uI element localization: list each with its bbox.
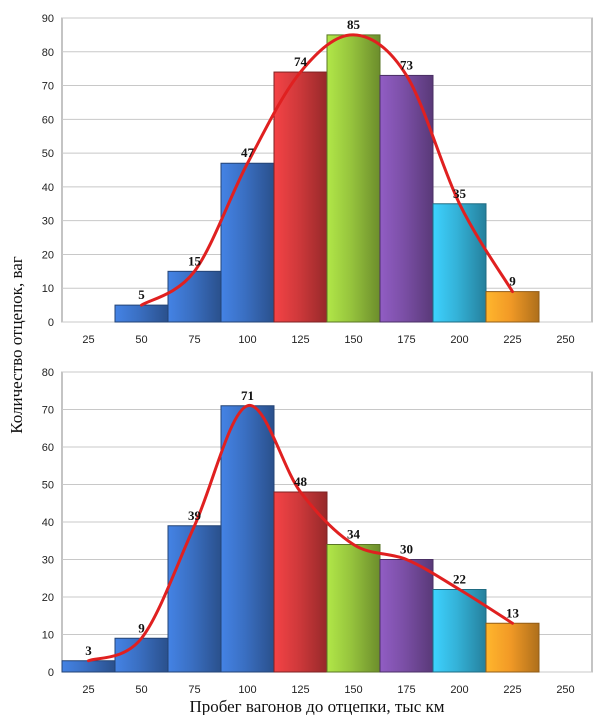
bar-value-label: 5 [138,287,145,302]
histogram-bar [220,162,275,323]
histogram-bar [114,304,169,323]
bar-value-label: 13 [506,605,520,620]
bar-value-label: 9 [509,274,516,289]
histogram-bar [220,405,275,673]
histogram-bar [167,525,222,673]
bar-value-label: 47 [241,145,255,160]
histogram-bar [114,637,169,673]
y-tick-label: 30 [42,216,54,228]
histogram-bar [485,291,540,323]
y-tick-label: 50 [42,480,54,492]
histogram-bar [326,34,381,323]
bar-value-label: 15 [188,253,202,268]
y-tick-label: 10 [42,630,54,642]
bar-value-label: 74 [294,54,308,69]
x-tick-label: 150 [344,684,362,696]
y-tick-label: 0 [48,317,54,329]
bar-value-label: 73 [400,57,414,72]
bar-value-label: 35 [453,186,467,201]
y-tick-label: 80 [42,47,54,59]
y-tick-label: 40 [42,517,54,529]
histogram-bar [485,622,540,673]
x-tick-label: 125 [291,334,309,346]
y-tick-label: 60 [42,442,54,454]
top-histogram: 0 10 20 30 40 50 60 70 80 90 25 50 75 100 125 150 175 200… [42,13,593,346]
histogram-bar [273,491,328,673]
y-tick-label: 90 [42,13,54,25]
bar-value-label: 3 [85,643,92,658]
bar-value-label: 71 [241,388,254,403]
x-tick-label: 175 [397,334,415,346]
bar-value-label: 9 [138,620,145,635]
y-tick-label: 20 [42,249,54,261]
x-tick-label: 200 [450,684,468,696]
bar-value-label: 34 [347,527,361,542]
x-tick-label: 200 [450,334,468,346]
y-tick-label: 0 [48,667,54,679]
x-tick-label: 50 [135,684,147,696]
y-axis-title: Количество отцепок, ваг [7,256,26,434]
distribution-curve [87,404,514,663]
bar-value-label: 85 [347,17,361,32]
x-tick-label: 75 [188,684,200,696]
x-tick-label: 125 [291,684,309,696]
distribution-curve [140,33,514,307]
x-tick-label: 50 [135,334,147,346]
histogram-bar [326,544,381,673]
x-tick-label: 175 [397,684,415,696]
bar-value-label: 48 [294,474,308,489]
y-tick-label: 40 [42,182,54,194]
bar-value-label: 39 [188,508,202,523]
y-tick-label: 60 [42,114,54,126]
y-tick-label: 30 [42,555,54,567]
x-tick-label: 225 [503,684,521,696]
x-tick-label: 75 [188,334,200,346]
bar-value-label: 30 [400,542,413,557]
bottom-histogram: 0 10 20 30 40 50 60 70 80 25 50 75 100 125 150 175 200 22… [42,367,593,696]
x-tick-label: 25 [82,684,94,696]
histogram-bar [432,203,487,323]
histogram-bar [61,660,116,673]
y-tick-label: 70 [42,405,54,417]
y-tick-label: 70 [42,81,54,93]
x-tick-label: 150 [344,334,362,346]
y-tick-label: 50 [42,148,54,160]
x-tick-label: 25 [82,334,94,346]
bar-value-label: 22 [453,572,466,587]
histogram-bar [273,71,328,323]
x-tick-label: 250 [556,684,574,696]
x-axis-title: Пробег вагонов до отцепки, тыс км [189,697,444,715]
x-tick-label: 100 [238,334,256,346]
y-tick-label: 20 [42,592,54,604]
x-tick-label: 250 [556,334,574,346]
x-tick-label: 100 [238,684,256,696]
y-tick-label: 10 [42,283,54,295]
x-tick-label: 225 [503,334,521,346]
histogram-bar [167,270,222,323]
histogram-bar [379,559,434,673]
y-tick-label: 80 [42,367,54,379]
